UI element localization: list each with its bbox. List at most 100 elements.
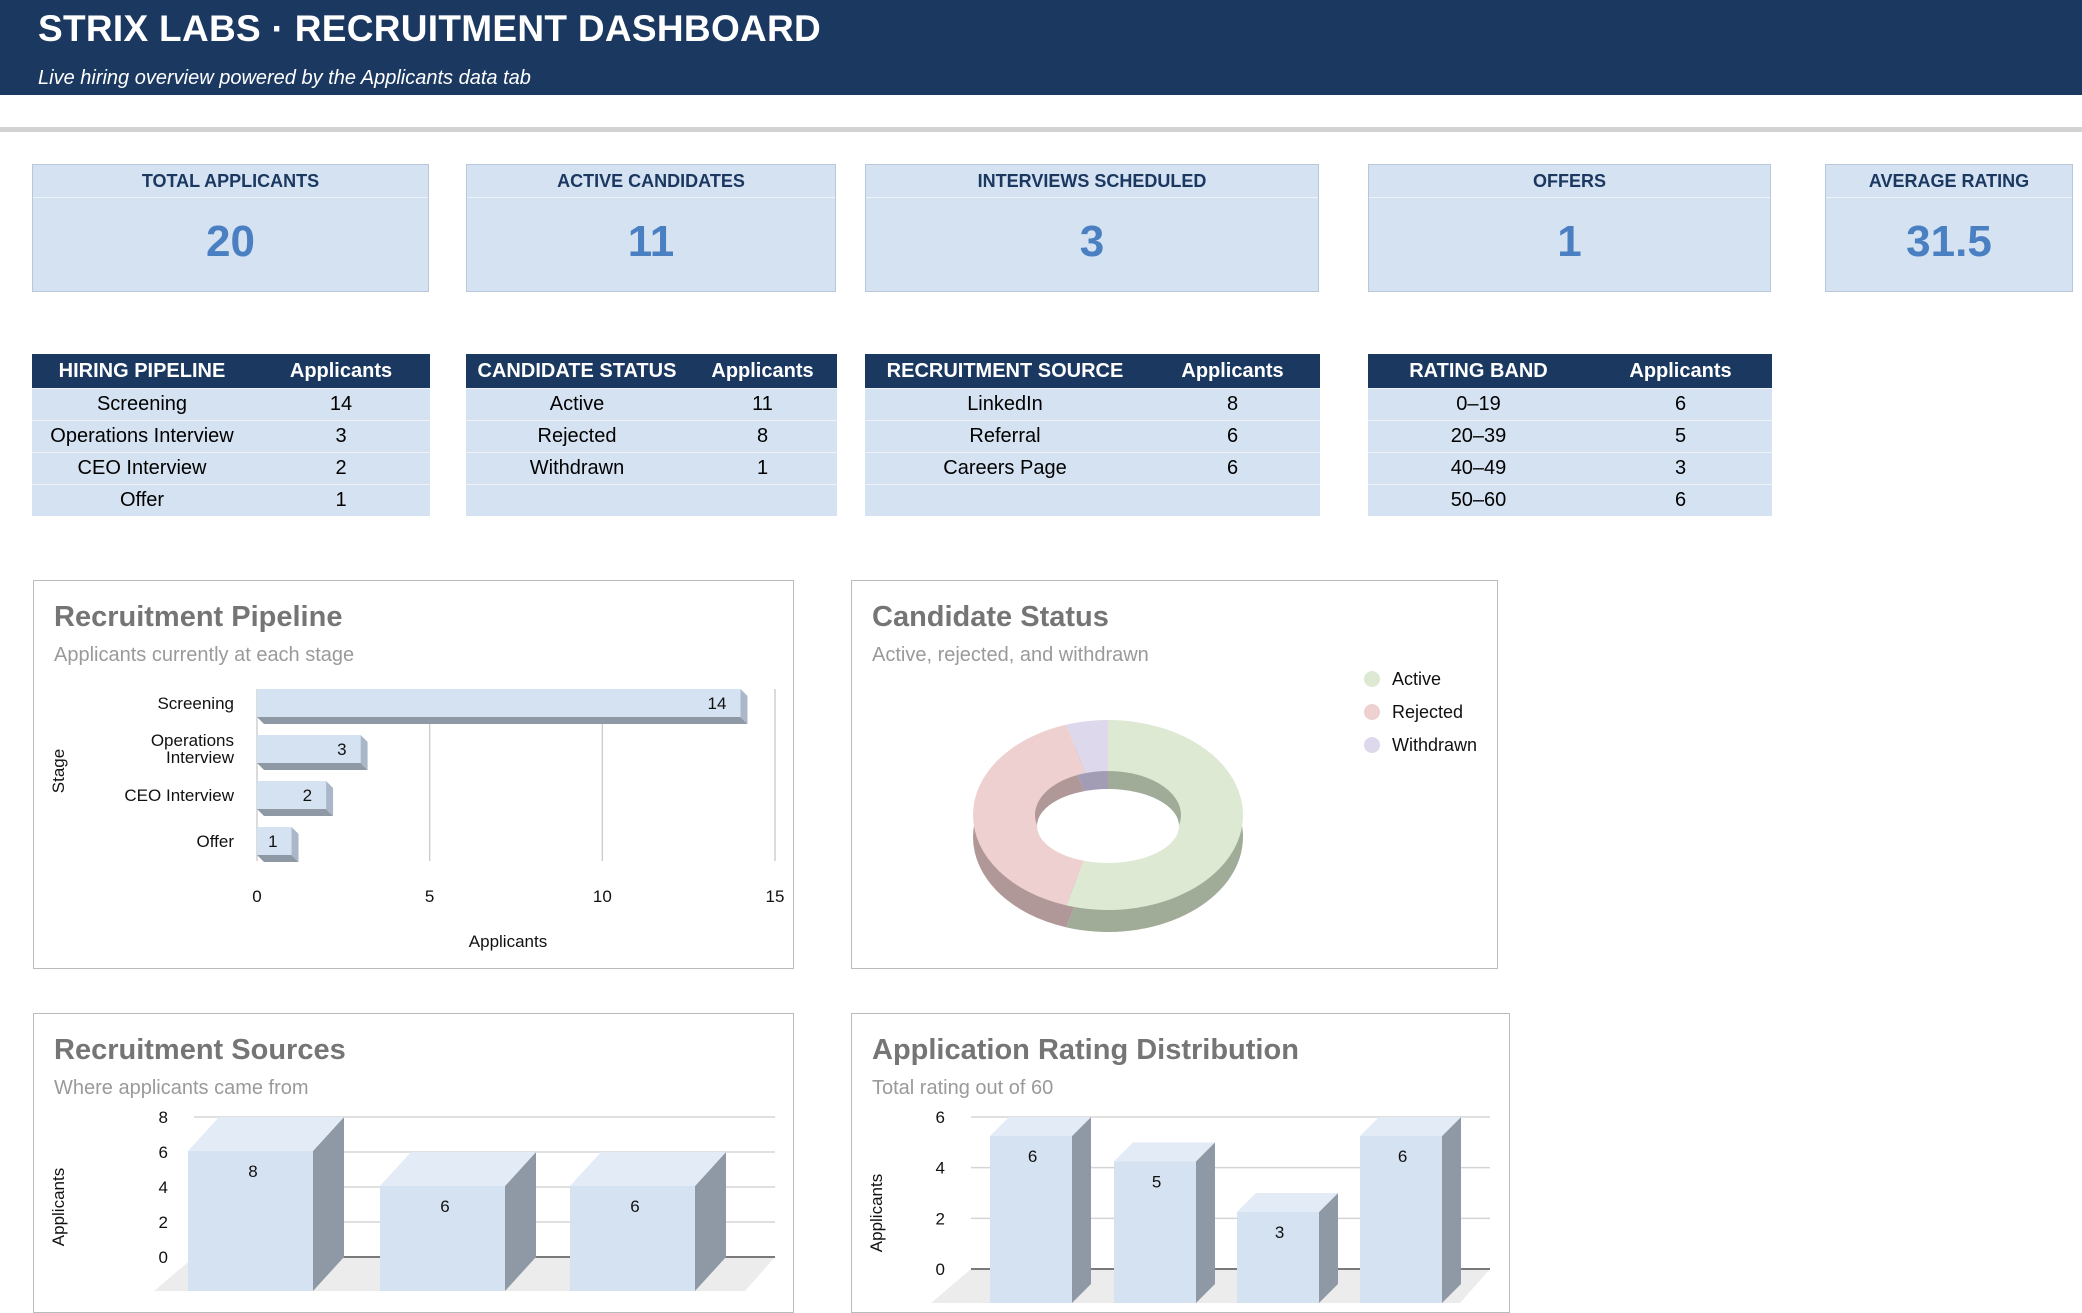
data-label: 6: [630, 1197, 639, 1216]
column-header: Applicants: [688, 354, 837, 389]
table-row: 50–60 6: [1368, 484, 1772, 516]
kpi-total-applicants: TOTAL APPLICANTS 20: [32, 164, 429, 292]
table-cell: 6: [1589, 388, 1772, 421]
bar-side: [291, 827, 299, 862]
donut-slice: [1066, 720, 1108, 774]
y-tick-label: 4: [936, 1159, 945, 1178]
category-label: Operations: [151, 731, 234, 750]
bar: [188, 1151, 313, 1291]
table-cell: [688, 484, 837, 516]
chart-subtitle: Total rating out of 60: [872, 1077, 1054, 1099]
table-cell: Referral: [865, 420, 1145, 453]
table-cell: [1145, 484, 1320, 516]
kpi-offers: OFFERS 1: [1368, 164, 1771, 292]
data-label: 14: [708, 694, 727, 713]
bar-top: [188, 1117, 344, 1151]
table-row: Offer 1: [32, 484, 430, 516]
column-header: HIRING PIPELINE: [32, 354, 252, 389]
y-axis-title: Applicants: [49, 1168, 68, 1246]
kpi-label: AVERAGE RATING: [1826, 165, 2072, 198]
bar: [1237, 1212, 1319, 1303]
candidate-status-chart[interactable]: Active Rejected Withdrawn Candidate Status…: [851, 580, 1498, 969]
data-label: 2: [303, 786, 312, 805]
bar-side: [505, 1152, 536, 1291]
table-row: Careers Page 6: [865, 452, 1320, 485]
rating-distribution-chart[interactable]: 0 2 4 6 6 5 3 6 Applicants Application Rating Di…: [851, 1013, 1510, 1313]
table-cell: 2: [252, 452, 430, 485]
bar: [257, 735, 361, 763]
table-row: 0–19 6: [1368, 388, 1772, 421]
recruitment-sources-chart[interactable]: 0 2 4 6 8 8 6 6 Applicants Recruitment Sources W…: [33, 1013, 794, 1313]
chart-subtitle: Where applicants came from: [54, 1077, 309, 1099]
data-label: 6: [440, 1197, 449, 1216]
column-header: CANDIDATE STATUS: [466, 354, 688, 389]
table-cell: 0–19: [1368, 388, 1589, 421]
table-cell: Active: [466, 388, 688, 421]
y-axis-title: Applicants: [867, 1174, 886, 1252]
table-cell: [865, 484, 1145, 516]
x-axis-title: Applicants: [469, 932, 547, 951]
hiring-pipeline-table: HIRING PIPELINE Applicants Screening 14 O…: [32, 354, 430, 516]
table-cell: Careers Page: [865, 452, 1145, 485]
column-header: Applicants: [1589, 354, 1772, 389]
legend-label: Rejected: [1392, 702, 1463, 722]
table-cell: 50–60: [1368, 484, 1589, 516]
x-tick-label: 10: [593, 887, 612, 906]
bar-side: [1072, 1117, 1091, 1303]
bar-top: [570, 1152, 726, 1186]
table-row: [865, 484, 1320, 516]
table-cell: 6: [1145, 452, 1320, 485]
y-tick-label: 6: [936, 1108, 945, 1127]
bar: [257, 827, 292, 855]
category-label: Interview: [166, 748, 235, 767]
table-header-row: RECRUITMENT SOURCE Applicants: [865, 354, 1320, 389]
x-tick-label: 15: [766, 887, 785, 906]
category-label: Offer: [197, 832, 235, 851]
legend-label: Active: [1392, 669, 1441, 689]
table-cell: 20–39: [1368, 420, 1589, 453]
kpi-active-candidates: ACTIVE CANDIDATES 11: [466, 164, 836, 292]
table-row: Screening 14: [32, 388, 430, 421]
table-cell: [466, 484, 688, 516]
table-cell: 8: [1145, 388, 1320, 421]
kpi-label: ACTIVE CANDIDATES: [467, 165, 835, 198]
kpi-value: 31.5: [1906, 217, 1992, 266]
donut-slice: [972, 724, 1086, 906]
table-header-row: CANDIDATE STATUS Applicants: [466, 354, 837, 389]
data-label: 6: [1398, 1147, 1407, 1166]
table-cell: 3: [252, 420, 430, 453]
y-tick-label: 0: [936, 1260, 945, 1279]
bar-side: [257, 855, 299, 862]
bar: [1360, 1136, 1442, 1303]
kpi-label: OFFERS: [1369, 165, 1770, 198]
table-row: Active 11: [466, 388, 837, 421]
table-cell: 5: [1589, 420, 1772, 453]
legend-swatch: [1364, 704, 1380, 720]
dashboard-header: STRIX LABS · RECRUITMENT DASHBOARD Live …: [0, 0, 2082, 95]
recruitment-pipeline-chart[interactable]: 0 5 10 15 14 Screening 3 Operations Interview 2 CE…: [33, 580, 794, 969]
column-header: Applicants: [1145, 354, 1320, 389]
status-chart-canvas: Active Rejected Withdrawn: [972, 669, 1477, 932]
table-cell: 1: [252, 484, 430, 516]
table-row: Withdrawn 1: [466, 452, 837, 485]
bar-side: [313, 1117, 344, 1291]
table-cell: Rejected: [466, 420, 688, 453]
bar-top: [1360, 1117, 1461, 1136]
table-cell: CEO Interview: [32, 452, 252, 485]
bar: [990, 1136, 1072, 1303]
candidate-status-table: CANDIDATE STATUS Applicants Active 11 Rej…: [466, 354, 837, 516]
column-header: RECRUITMENT SOURCE: [865, 354, 1145, 389]
table-cell: Screening: [32, 388, 252, 421]
table-cell: 1: [688, 452, 837, 485]
table-row: 40–49 3: [1368, 452, 1772, 485]
data-label: 3: [337, 740, 346, 759]
table-cell: 6: [1589, 484, 1772, 516]
y-tick-label: 0: [159, 1248, 168, 1267]
bar: [380, 1186, 505, 1291]
table-row: Operations Interview 3: [32, 420, 430, 453]
bar: [1114, 1161, 1196, 1303]
kpi-average-rating: AVERAGE RATING 31.5: [1825, 164, 2073, 292]
table-cell: 14: [252, 388, 430, 421]
chart-title: Recruitment Pipeline: [54, 601, 343, 633]
data-label: 5: [1152, 1172, 1161, 1191]
